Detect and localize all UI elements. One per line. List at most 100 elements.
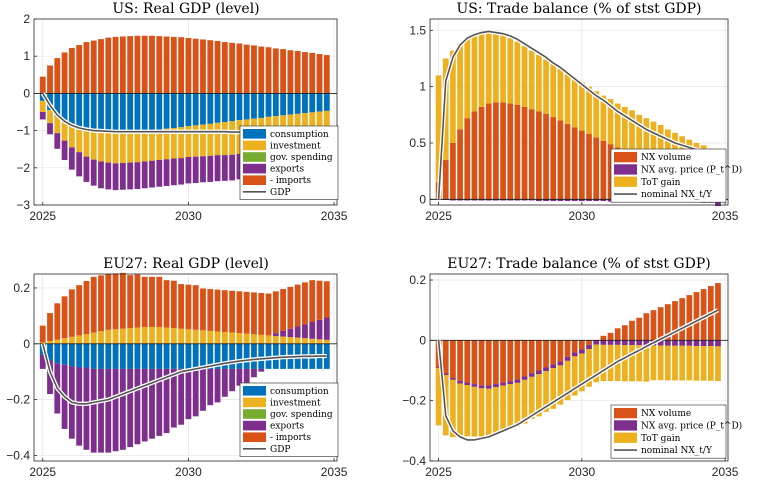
bar-exports	[90, 368, 97, 453]
bar-nx_volume	[543, 340, 549, 368]
bar-imports	[68, 289, 75, 337]
bar-imports	[119, 272, 126, 329]
bar-investment	[141, 327, 148, 344]
bar-nx_volume	[600, 140, 607, 200]
bar-imports	[207, 289, 214, 331]
bar-nx_price	[442, 373, 449, 376]
bar-imports	[316, 280, 323, 320]
bar-nx_price	[478, 385, 485, 389]
bar-nx_volume	[586, 340, 592, 345]
bar-tot_gain	[435, 75, 442, 183]
bar-exports	[207, 155, 214, 182]
bar-nx_price	[715, 340, 721, 347]
bar-tot_gain	[657, 345, 664, 381]
bar-nx_volume	[493, 102, 499, 200]
bar-tot_gain	[528, 50, 535, 110]
bar-imports	[163, 36, 170, 94]
bar-nx_volume	[442, 340, 449, 374]
bar-consumption	[221, 343, 228, 369]
bar-tot_gain	[715, 346, 721, 382]
bar-imports	[294, 50, 301, 94]
bar-nx_price	[521, 199, 528, 201]
bar-exports	[316, 319, 323, 340]
bar-consumption	[61, 93, 68, 122]
bar-imports	[243, 291, 250, 334]
x-tick-label: 2025	[29, 209, 56, 223]
bar-imports	[127, 275, 134, 329]
bar-consumption	[185, 93, 192, 127]
y-tick-label: −0.4	[6, 448, 30, 462]
bar-investment	[47, 340, 53, 344]
bar-nx_volume	[457, 340, 463, 382]
bar-imports	[280, 289, 287, 331]
y-tick-label: 0	[23, 337, 30, 351]
bar-imports	[265, 47, 272, 94]
bar-imports	[119, 36, 126, 94]
bar-investment	[90, 131, 97, 160]
bar-tot_gain	[471, 386, 478, 437]
bar-exports	[105, 162, 112, 190]
bar-consumption	[229, 343, 236, 369]
bar-tot_gain	[500, 34, 506, 103]
bar-exports	[258, 368, 265, 372]
bar-nx_price	[493, 384, 499, 388]
legend-label: gov. spending	[270, 410, 333, 420]
bar-consumption	[163, 343, 170, 369]
bar-tot_gain	[579, 82, 585, 131]
bar-investment	[105, 132, 112, 163]
panel-eu-tb-line	[436, 308, 719, 442]
bar-consumption	[229, 93, 236, 122]
bar-imports	[163, 280, 170, 328]
bar-exports	[112, 368, 119, 452]
bar-investment	[83, 334, 90, 344]
bar-nx_volume	[507, 103, 514, 200]
bar-tot_gain	[457, 383, 463, 438]
bar-exports	[178, 368, 185, 425]
bar-investment	[98, 331, 104, 344]
bar-nx_price	[464, 199, 471, 201]
bar-exports	[251, 368, 257, 378]
legend-label: gov. spending	[270, 153, 333, 163]
bar-investment	[170, 128, 177, 159]
panel-us-tb-line	[436, 29, 719, 200]
bar-investment	[251, 334, 257, 344]
bar-investment	[309, 338, 316, 344]
bar-tot_gain	[493, 32, 499, 103]
bar-investment	[61, 121, 68, 141]
bar-nx_volume	[564, 340, 571, 357]
bar-nx_price	[643, 340, 650, 346]
bar-tot_gain	[557, 68, 564, 121]
bar-nx_price	[528, 373, 535, 377]
bar-nx_volume	[478, 106, 485, 200]
bar-tot_gain	[593, 344, 600, 383]
bar-imports	[185, 37, 192, 94]
bar-nx_price	[607, 199, 614, 202]
bar-exports	[200, 156, 206, 183]
bar-imports	[112, 273, 119, 330]
bar-exports	[127, 162, 134, 190]
x-tick-label: 2025	[425, 465, 452, 479]
legend-label: ToT gain	[641, 178, 681, 188]
bar-investment	[236, 333, 243, 344]
bar-tot_gain	[679, 345, 686, 381]
bar-nx_volume	[543, 113, 549, 200]
bar-consumption	[214, 343, 221, 369]
bar-exports	[302, 324, 308, 339]
bar-investment	[83, 130, 90, 157]
bar-consumption	[68, 93, 75, 126]
bar-tot_gain	[550, 368, 557, 409]
bar-consumption	[170, 343, 177, 369]
panel-eu-gdp-ticks: −0.4 −0.2 0 0.2 2025 2030 2035	[6, 281, 347, 479]
bar-imports	[98, 39, 104, 94]
bar-consumption	[302, 93, 308, 114]
bar-nx_price	[593, 340, 600, 345]
bar-investment	[149, 327, 155, 344]
bar-exports	[127, 368, 134, 448]
bar-exports	[287, 328, 294, 338]
bar-imports	[243, 44, 250, 94]
legend-swatch-gov_spending	[243, 409, 266, 419]
bar-imports	[302, 52, 308, 94]
bar-nx_price	[543, 367, 549, 372]
legend-swatch-consumption	[243, 386, 266, 396]
